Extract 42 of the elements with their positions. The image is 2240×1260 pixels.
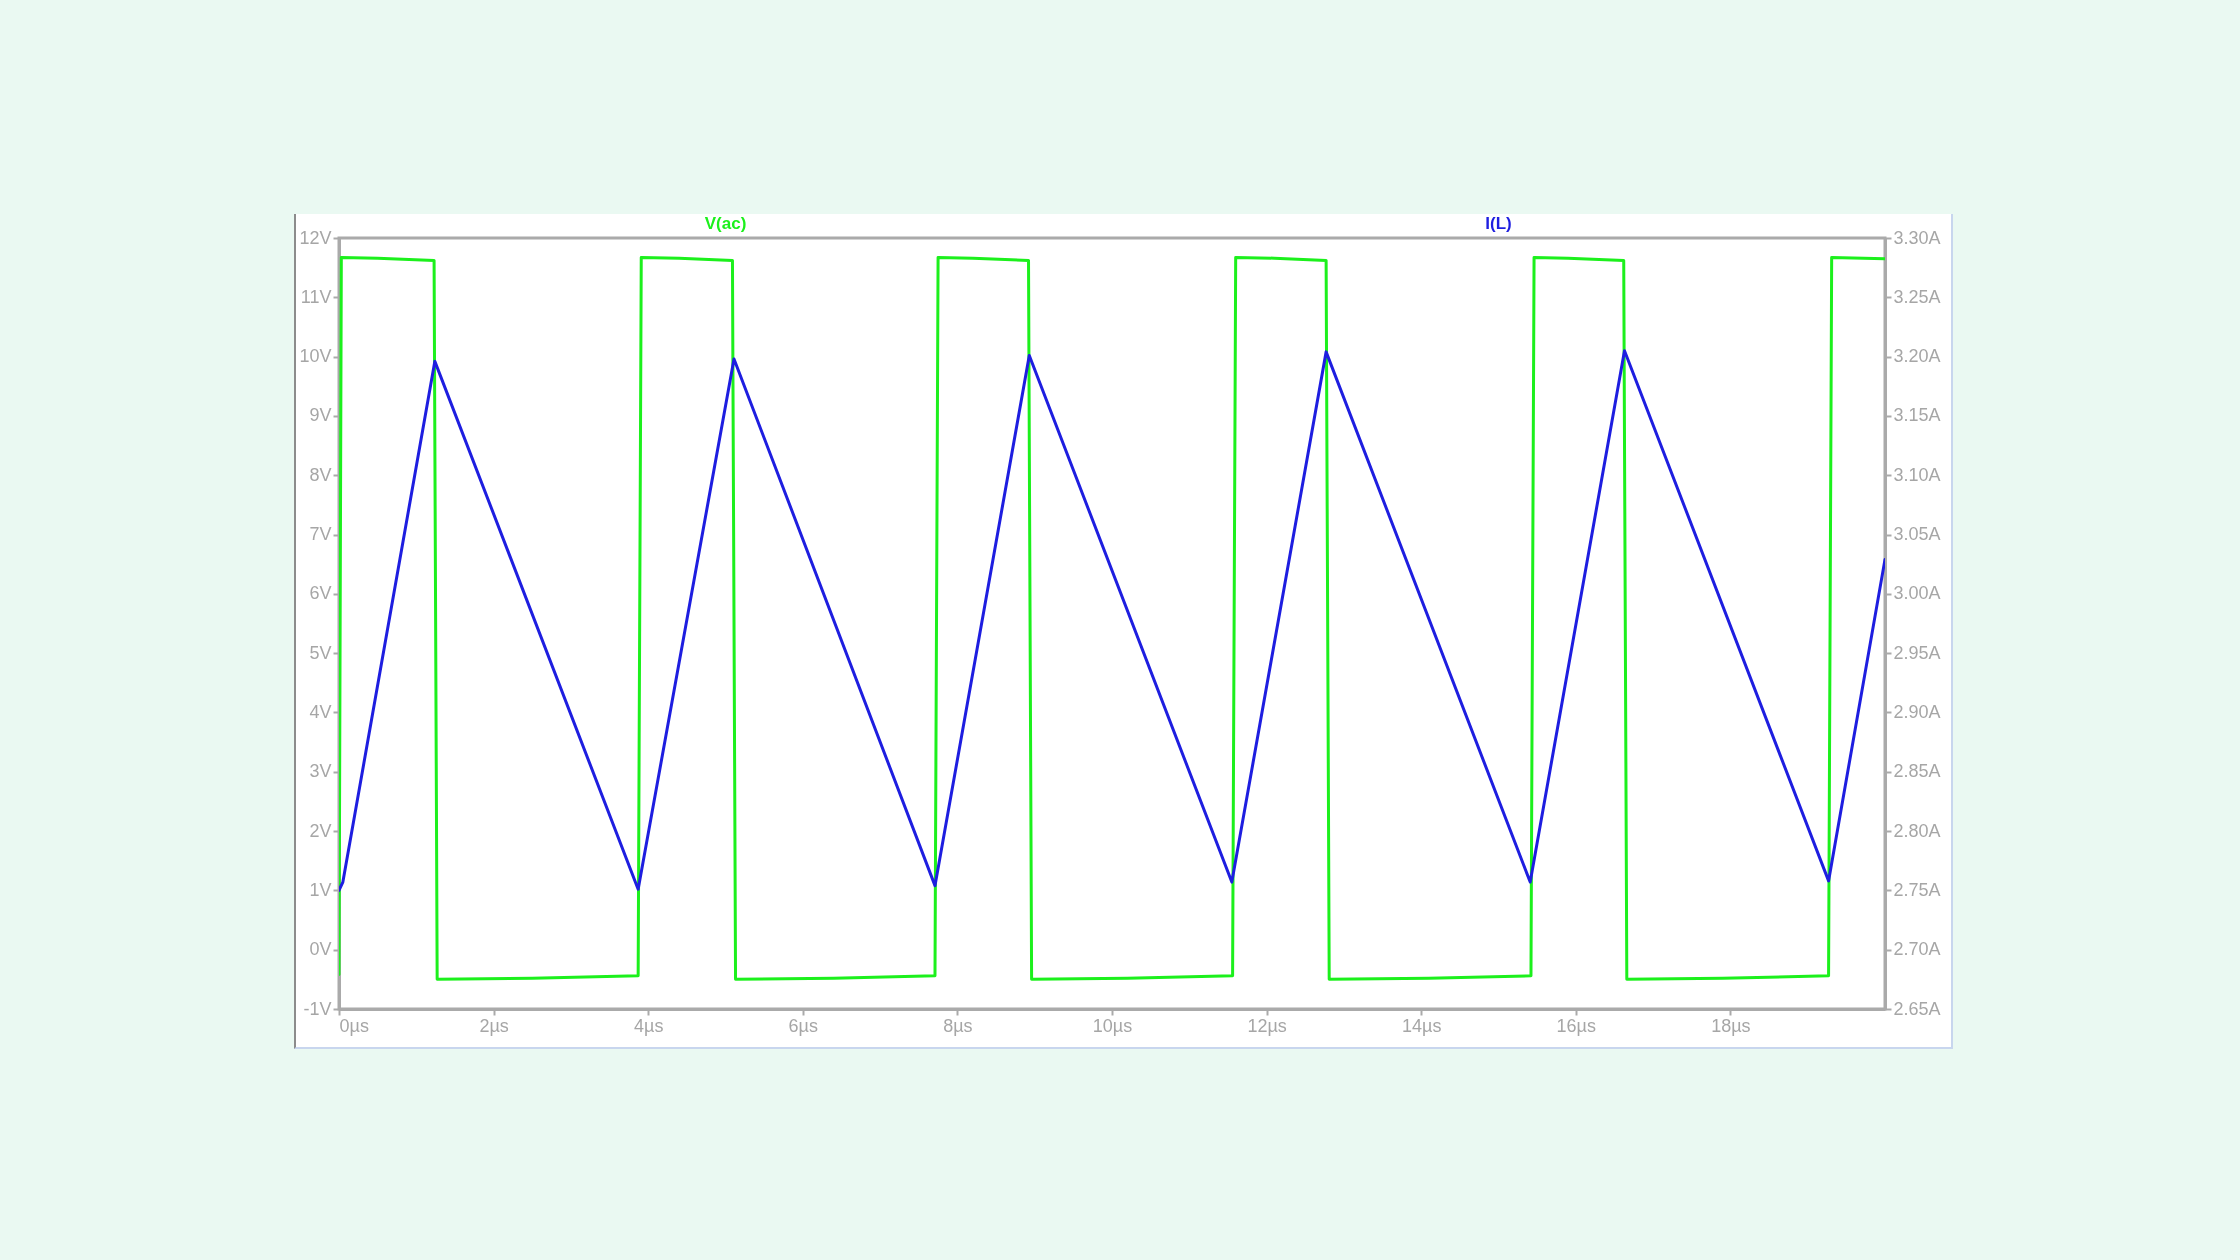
y-tick-label: 4V bbox=[309, 701, 332, 722]
y-tick-label: 10V bbox=[299, 346, 332, 367]
y2-tick-label: 3.05A bbox=[1893, 524, 1941, 545]
x-tick-label: 12µs bbox=[1247, 1015, 1287, 1036]
x-tick-label: 6µs bbox=[788, 1015, 818, 1036]
y-tick-label: 6V bbox=[309, 583, 332, 604]
x-tick-label: 0µs bbox=[339, 1015, 369, 1036]
y2-tick-label: 2.85A bbox=[1893, 761, 1941, 782]
y-tick-label: 1V bbox=[309, 879, 332, 900]
x-tick-label: 16µs bbox=[1556, 1015, 1596, 1036]
y2-tick-label: 3.30A bbox=[1893, 227, 1941, 248]
y-tick-label: -1V bbox=[303, 998, 332, 1019]
y-tick-label: 9V bbox=[309, 405, 332, 426]
y-tick-label: 5V bbox=[309, 642, 332, 663]
y-tick-label: 3V bbox=[309, 761, 332, 782]
y2-tick-label: 3.10A bbox=[1893, 464, 1941, 485]
y2-tick-label: 2.70A bbox=[1893, 939, 1941, 960]
y2-tick-label: 2.75A bbox=[1893, 879, 1941, 900]
y-tick-label: 2V bbox=[309, 820, 332, 841]
y2-tick-label: 2.65A bbox=[1893, 998, 1941, 1019]
x-tick-label: 14µs bbox=[1402, 1015, 1442, 1036]
y2-tick-label: 2.95A bbox=[1893, 642, 1941, 663]
x-tick-label: 10µs bbox=[1092, 1015, 1133, 1036]
x-tick-label: 8µs bbox=[943, 1015, 973, 1036]
y2-tick-label: 3.20A bbox=[1893, 346, 1941, 367]
y2-tick-label: 3.15A bbox=[1893, 405, 1941, 426]
y-tick-label: 0V bbox=[309, 939, 332, 960]
series-label: V(ac) bbox=[704, 214, 747, 233]
x-tick-label: 2µs bbox=[479, 1015, 509, 1036]
y2-tick-label: 3.25A bbox=[1893, 286, 1941, 307]
y-tick-label: 7V bbox=[309, 524, 332, 545]
x-tick-label: 4µs bbox=[634, 1015, 664, 1036]
y-tick-label: 11V bbox=[300, 286, 332, 307]
text: I(L) bbox=[1485, 214, 1512, 233]
line-series bbox=[339, 349, 1885, 892]
line-series bbox=[339, 256, 1885, 981]
y-tick-label: 8V bbox=[309, 464, 332, 485]
y2-tick-label: 3.00A bbox=[1893, 583, 1941, 604]
y2-tick-label: 2.80A bbox=[1893, 820, 1941, 841]
y2-tick-label: 2.90A bbox=[1893, 701, 1941, 722]
y-tick-label: 12V bbox=[299, 227, 332, 248]
x-tick-label: 18µs bbox=[1711, 1015, 1751, 1036]
